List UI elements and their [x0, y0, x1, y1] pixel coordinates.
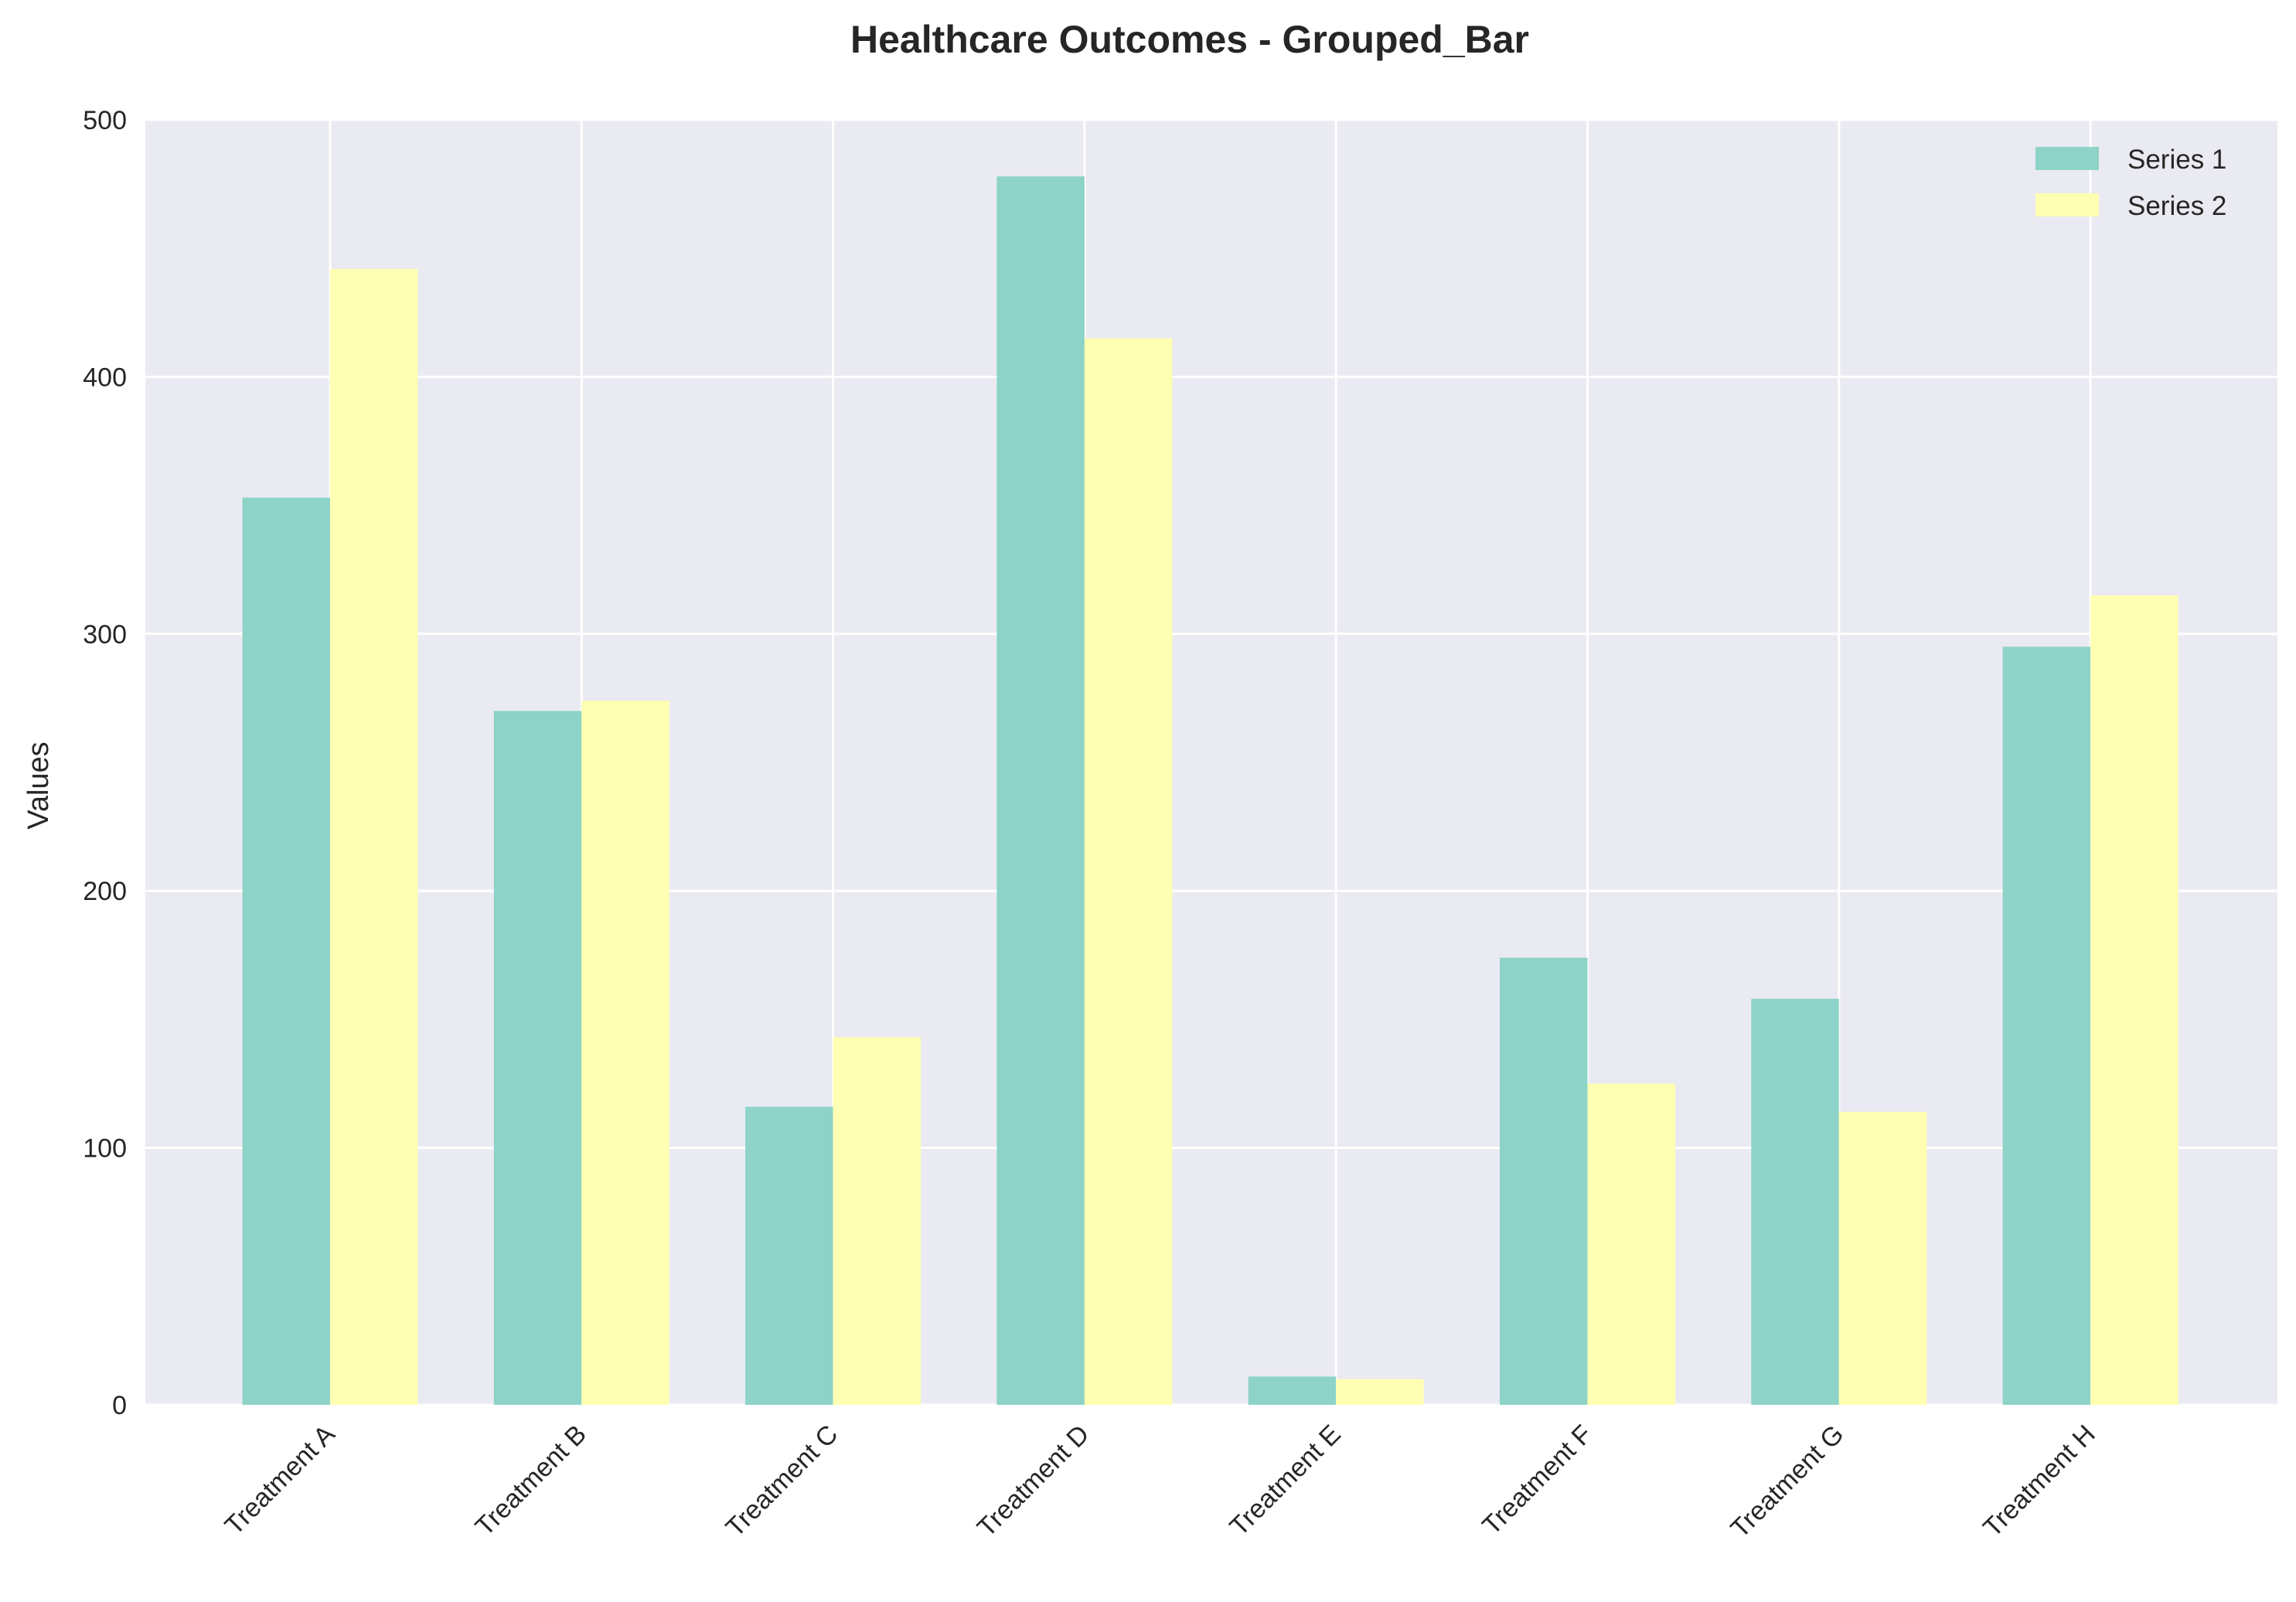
bar-series-2: [1336, 1379, 1424, 1405]
x-tick-label: Treatment D: [972, 1420, 1095, 1543]
y-tick-label: 500: [83, 106, 127, 135]
bar-series-2: [833, 1037, 921, 1405]
y-tick-label: 0: [112, 1391, 127, 1420]
bar-series-1: [242, 497, 330, 1406]
y-tick-label: 300: [83, 620, 127, 649]
bar-series-1: [1500, 957, 1588, 1405]
bar-series-1: [1248, 1376, 1337, 1405]
bar-series-1: [493, 711, 582, 1405]
bar-series-2: [581, 700, 669, 1405]
legend-label: Series 2: [2127, 191, 2226, 221]
x-tick-label: Treatment E: [1225, 1420, 1347, 1542]
legend: Series 1 Series 2: [2035, 145, 2226, 221]
bar-series-1: [996, 176, 1085, 1405]
x-tick-label: Treatment C: [720, 1420, 844, 1543]
bar-series-1: [2002, 646, 2091, 1405]
plot-background: [145, 120, 2277, 1405]
legend-swatch: [2035, 147, 2099, 170]
x-tick-label: Treatment F: [1477, 1420, 1598, 1541]
y-tick-label: 100: [83, 1134, 127, 1164]
bar-series-1: [745, 1106, 833, 1405]
y-tick-label: 200: [83, 877, 127, 906]
legend-label: Series 1: [2127, 145, 2226, 175]
y-tick-label: 400: [83, 363, 127, 392]
x-tick-label: Treatment B: [470, 1420, 592, 1542]
bar-series-2: [1587, 1083, 1675, 1405]
y-axis-label: Values: [22, 741, 55, 829]
x-tick-label: Treatment H: [1977, 1420, 2101, 1543]
bar-series-1: [1751, 998, 1839, 1405]
x-tick-label: Treatment G: [1725, 1420, 1850, 1544]
chart-title: Healthcare Outcomes - Grouped_Bar: [850, 18, 1529, 61]
x-tick-label: Treatment A: [220, 1420, 341, 1541]
bar-series-2: [2090, 595, 2178, 1406]
bar-series-2: [1084, 338, 1173, 1405]
legend-swatch: [2035, 193, 2099, 216]
bar-series-2: [1838, 1112, 1927, 1405]
plot-area: 0 100 200 300 400 500 Treatment A Treatment B Tr…: [83, 106, 2277, 1544]
bar-series-2: [330, 268, 418, 1405]
